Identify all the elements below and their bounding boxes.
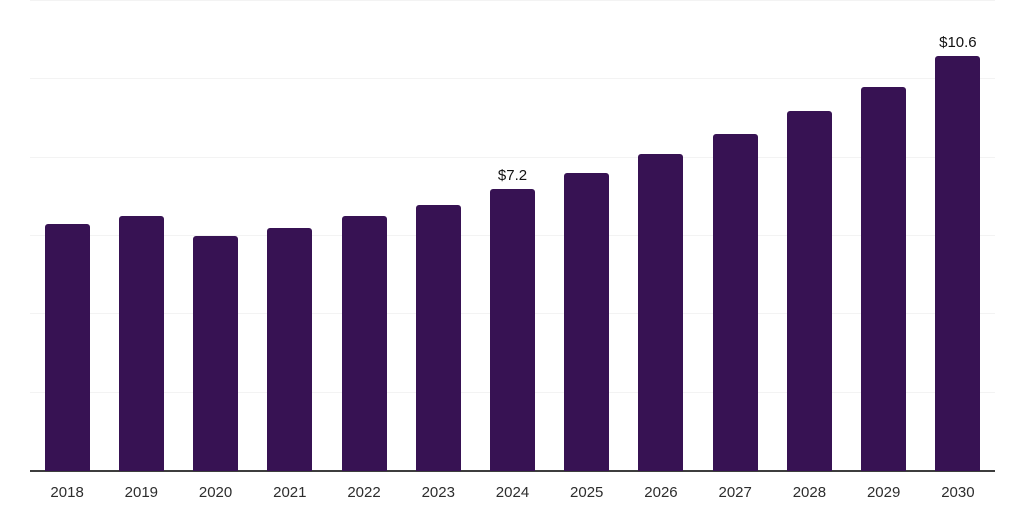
bar-2022 [341, 216, 387, 471]
bar-2030 [935, 55, 981, 471]
bar-2024 [490, 189, 535, 471]
bar-value-label-2024: $7.2 [497, 167, 528, 184]
x-tick-label-2028: 2028 [792, 484, 827, 501]
gridline [30, 78, 995, 80]
x-tick-label-2023: 2023 [421, 484, 455, 501]
bar-2029 [861, 87, 907, 471]
x-tick-label-2025: 2025 [570, 484, 604, 501]
x-tick-label-2021: 2021 [273, 484, 307, 501]
bar-value-label-2030: $10.6 [939, 33, 977, 51]
bar-2018 [44, 224, 90, 471]
bar-2027 [712, 134, 758, 471]
x-tick-label-2020: 2020 [198, 484, 233, 501]
bar-2023 [415, 204, 461, 471]
bar-2028 [786, 110, 832, 471]
x-tick-label-2018: 2018 [50, 484, 84, 501]
x-tick-label-2019: 2019 [124, 484, 159, 501]
bar-2019 [118, 216, 164, 471]
bar-2021 [267, 228, 313, 471]
x-tick-label-2027: 2027 [718, 484, 752, 501]
bar-2020 [193, 236, 239, 471]
x-tick-label-2022: 2022 [347, 484, 381, 501]
gridline [30, 0, 995, 1]
x-tick-label-2029: 2029 [866, 484, 901, 501]
gridline [30, 156, 995, 158]
plot-area: $7.2 $10.6 [30, 0, 995, 472]
bar-2026 [638, 153, 684, 471]
x-axis-labels: 2018 2019 2020 2021 2022 2023 2024 2025 2026 2027… [30, 484, 995, 504]
bar-2025 [564, 173, 610, 471]
x-tick-label-2026: 2026 [644, 484, 678, 501]
x-tick-label-2030: 2030 [941, 484, 975, 501]
x-tick-label-2024: 2024 [495, 484, 530, 501]
x-axis-line [30, 470, 995, 472]
